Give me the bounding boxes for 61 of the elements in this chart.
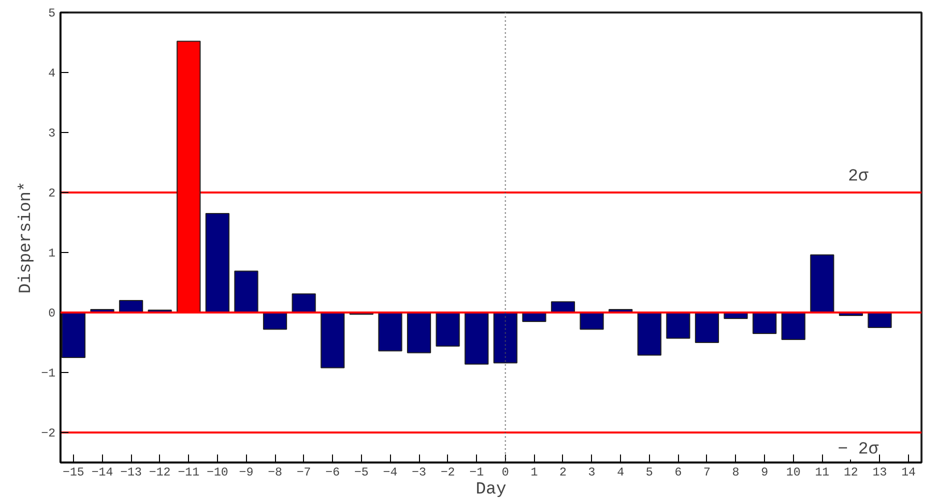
bar	[752, 312, 777, 334]
x-tick-label: 4	[616, 466, 624, 480]
bar	[320, 312, 345, 368]
y-tick-label: 3	[48, 126, 56, 140]
x-tick-label: 9	[760, 466, 768, 480]
x-tick-label: −13	[120, 466, 142, 480]
x-tick-label: −4	[383, 466, 398, 480]
x-tick-label: −10	[206, 466, 228, 480]
x-tick-label: −3	[412, 466, 426, 480]
bar	[493, 312, 518, 364]
x-tick-label: 8	[732, 466, 740, 480]
x-tick-label: 10	[786, 466, 801, 480]
bar	[637, 312, 662, 356]
x-tick-label: 6	[674, 466, 682, 480]
bar	[580, 312, 604, 330]
x-tick-label: −2	[440, 466, 456, 480]
x-tick-label: −11	[178, 466, 200, 480]
y-tick-label: 4	[48, 66, 56, 80]
x-tick-label: −9	[239, 466, 254, 480]
x-tick-label: 2	[559, 466, 567, 480]
bar	[781, 312, 806, 340]
x-tick-label: 5	[646, 466, 653, 480]
y-axis-title: Dispersion*	[17, 181, 36, 294]
x-tick-label: −8	[268, 466, 282, 480]
x-tick-label: 3	[588, 466, 596, 480]
bar	[666, 312, 690, 339]
y-tick-label: 0	[48, 306, 56, 320]
x-tick-label: 1	[530, 466, 538, 480]
ref-line-label: − 2σ	[838, 440, 880, 460]
x-axis-title: Day	[476, 480, 506, 500]
y-tick-label: −2	[41, 426, 56, 440]
x-tick-label: 0	[502, 466, 509, 480]
bar	[694, 312, 719, 343]
y-tick-label: 2	[48, 186, 56, 200]
x-tick-label: 11	[814, 466, 830, 480]
x-tick-label: 12	[844, 466, 858, 480]
bar	[292, 293, 316, 313]
x-tick-label: 13	[872, 466, 887, 480]
x-tick-label: −1	[469, 466, 484, 480]
x-tick-label: −14	[91, 466, 114, 480]
bar	[205, 213, 230, 313]
y-tick-label: −1	[41, 366, 56, 380]
x-tick-label: 14	[901, 466, 916, 480]
x-tick-label: −6	[325, 466, 340, 480]
x-tick-label: −7	[296, 466, 312, 480]
x-tick-label: −12	[149, 466, 171, 480]
y-tick-label: 5	[48, 6, 56, 20]
x-tick-label: −5	[354, 466, 369, 480]
bar	[436, 312, 460, 347]
ref-line-label: 2σ	[848, 168, 870, 186]
x-tick-label: 7	[703, 466, 711, 480]
bar	[263, 312, 288, 330]
bar	[406, 312, 432, 354]
bar	[464, 312, 489, 365]
bar	[810, 254, 834, 313]
bar	[378, 312, 402, 352]
bar	[868, 312, 892, 328]
x-tick-label: −15	[62, 466, 84, 480]
bar	[234, 270, 258, 313]
bar	[61, 312, 86, 358]
y-tick-label: 1	[48, 246, 56, 260]
